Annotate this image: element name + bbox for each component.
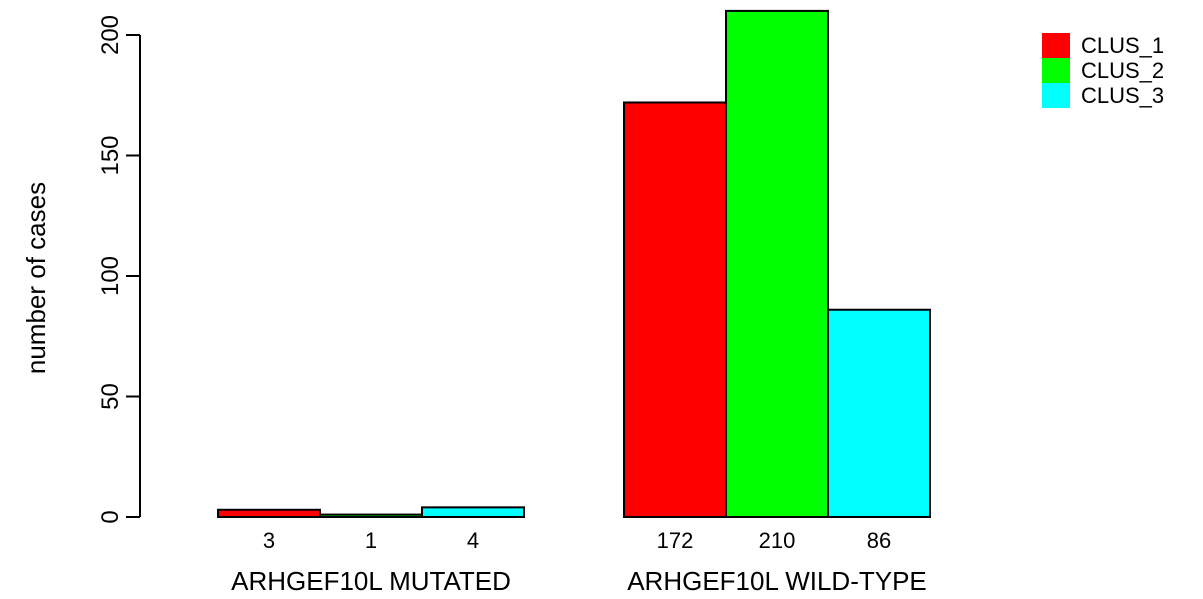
y-tick-label: 50 [97,383,124,410]
y-tick-label: 200 [97,15,124,55]
data-label: 3 [263,528,275,553]
data-label: 1 [365,528,377,553]
legend-label: CLUS_2 [1081,58,1164,83]
legend-swatch [1042,83,1070,108]
bars [217,9,931,519]
bar [725,9,829,519]
data-labels: 3 1 4 172 210 86 [263,528,891,553]
bar [827,308,931,518]
y-tick-label: 150 [97,135,124,175]
bar [217,508,321,518]
data-label: 86 [867,528,891,553]
bar [319,513,423,519]
legend-label: CLUS_3 [1081,83,1164,108]
group-labels: ARHGEF10L MUTATED ARHGEF10L WILD-TYPE [231,566,927,596]
legend-swatch [1042,58,1070,83]
y-tick-label: 100 [97,256,124,296]
y-tick-label: 0 [97,510,124,523]
y-axis: 0 50 100 150 200 [97,15,141,524]
group-label: ARHGEF10L MUTATED [231,566,511,596]
bar [623,101,727,518]
legend-label: CLUS_1 [1081,33,1164,58]
y-axis-label: number of cases [21,182,51,374]
data-label: 210 [759,528,796,553]
data-label: 4 [467,528,479,553]
group-label: ARHGEF10L WILD-TYPE [627,566,927,596]
legend-swatch [1042,33,1070,58]
bar [421,506,525,518]
data-label: 172 [657,528,694,553]
